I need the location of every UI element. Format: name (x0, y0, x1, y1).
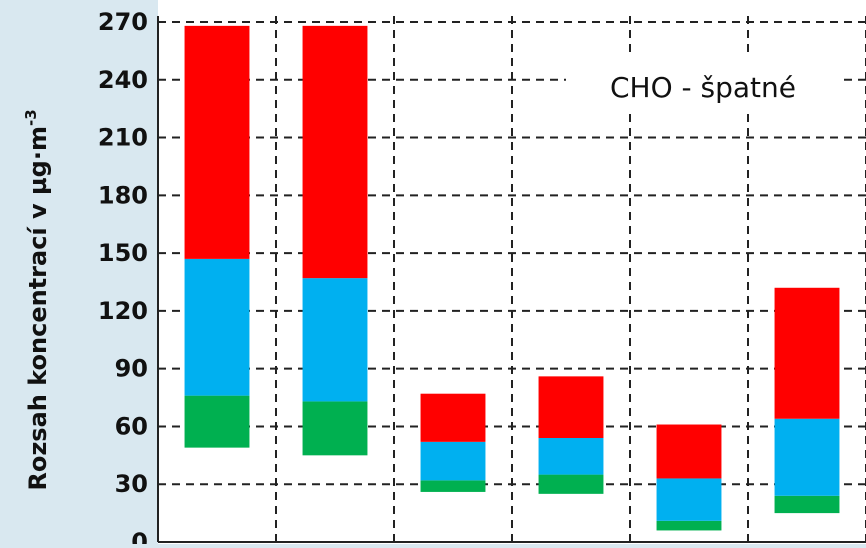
y-tick-label: 120 (98, 297, 148, 325)
y-axis-ticks: 270 240 210 180 150 120 90 60 30 0 (98, 8, 148, 548)
y-axis-label-superscript: -3 (22, 109, 40, 126)
y-tick-label: 270 (98, 8, 148, 36)
y-tick-label: 150 (98, 239, 148, 267)
annotation-box: CHO - špatné (566, 58, 840, 114)
y-axis-label-text: Rozsah koncentrací v µg·m (24, 126, 52, 491)
bar-segment-3 (184, 25, 250, 259)
annotation-background (566, 58, 840, 114)
y-tick-label: 60 (115, 412, 148, 440)
grid (157, 16, 866, 543)
bar-segment-2 (774, 418, 840, 496)
y-tick-label: 210 (98, 124, 148, 152)
bar-segment-1 (774, 495, 840, 514)
bar-segment-1 (420, 480, 486, 492)
bars (184, 25, 840, 531)
bar-segment-2 (538, 438, 604, 475)
bar-segment-1 (538, 474, 604, 494)
bar-segment-3 (420, 393, 486, 442)
annotation-label: CHO - špatné (610, 71, 796, 104)
bar-segment-3 (302, 25, 368, 279)
bar-segment-2 (656, 478, 722, 521)
y-tick-label: 90 (115, 355, 148, 383)
y-axis-label: Rozsah koncentrací v µg·m-3 (22, 109, 52, 490)
y-tick-label: 180 (98, 181, 148, 209)
bar-segment-2 (184, 258, 250, 396)
bar-segment-3 (774, 287, 840, 419)
y-tick-label: 240 (98, 66, 148, 94)
bar-segment-2 (302, 278, 368, 402)
bar-segment-3 (538, 376, 604, 438)
bar-segment-1 (656, 520, 722, 531)
bar-segment-3 (656, 424, 722, 479)
bar-segment-1 (184, 395, 250, 448)
bar-segment-1 (302, 401, 368, 456)
y-tick-label: 30 (115, 470, 148, 498)
bar-segment-2 (420, 441, 486, 481)
y-tick-label: 0 (131, 528, 148, 544)
